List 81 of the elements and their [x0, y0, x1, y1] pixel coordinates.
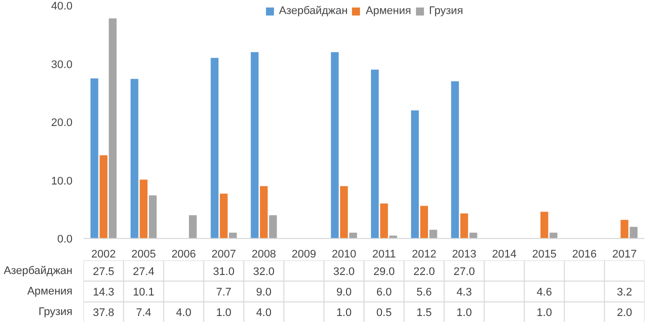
y-tick-label: 40.0: [51, 0, 73, 12]
data-label: 2.0: [616, 307, 632, 320]
bar: [188, 215, 197, 238]
bar: [540, 212, 548, 238]
bar: [460, 213, 468, 238]
bar: [269, 215, 277, 238]
bar: [260, 186, 268, 238]
data-label: 1.0: [456, 307, 472, 320]
data-label: 7.7: [216, 286, 232, 298]
bar: [330, 52, 339, 238]
bar: [220, 194, 228, 238]
data-label: 27.5: [92, 266, 114, 278]
text: Грузия: [38, 306, 73, 318]
x-tick-label: 2002: [91, 248, 116, 260]
data-label: 22.0: [413, 266, 435, 278]
text: Армения: [27, 286, 72, 298]
bar: [349, 232, 358, 238]
bar: [130, 78, 138, 238]
data-label: 0.5: [376, 307, 392, 320]
bar: [100, 155, 108, 238]
bar: [148, 195, 157, 238]
data-label: 3.2: [616, 286, 632, 298]
data-label: 10.1: [132, 286, 154, 298]
data-label: 29.0: [373, 266, 395, 278]
bar: [420, 206, 428, 238]
x-tick-label: 2007: [212, 248, 236, 260]
data-label: 5.6: [416, 286, 432, 298]
x-tick-label: 2012: [412, 248, 436, 260]
x-tick-label: 2010: [332, 248, 356, 260]
data-label: 32.0: [333, 266, 355, 278]
data-label: 27.0: [453, 266, 475, 278]
data-label: 7.4: [136, 307, 152, 320]
x-tick-label: 2011: [372, 248, 396, 260]
bar: [550, 232, 558, 238]
x-tick-label: 2017: [612, 248, 637, 260]
bar: [370, 70, 379, 238]
bar: [210, 58, 218, 238]
y-tick-label: 0.0: [57, 234, 73, 246]
data-label: 4.0: [256, 307, 272, 320]
data-label: 31.0: [213, 266, 234, 278]
bar: [411, 110, 419, 238]
data-label: 9.0: [256, 286, 272, 298]
data-label: 1.0: [336, 307, 352, 320]
data-label: 6.0: [376, 286, 392, 298]
bar: [229, 232, 237, 238]
bar: [469, 232, 478, 238]
data-label: 4.6: [536, 286, 552, 298]
data-label: 32.0: [253, 266, 275, 278]
bar: [380, 204, 388, 238]
data-label: 1.0: [536, 307, 552, 320]
y-tick-label: 20.0: [51, 117, 73, 129]
x-tick-label: 2008: [252, 248, 276, 260]
x-tick-label: 2013: [452, 248, 476, 260]
bar: [451, 81, 459, 238]
x-tick-label: 2016: [572, 248, 597, 260]
x-tick-label: 2009: [292, 248, 316, 260]
data-label: 4.0: [176, 307, 192, 320]
bar: [250, 52, 259, 238]
bar: [630, 226, 638, 238]
y-tick-label: 30.0: [51, 58, 73, 71]
y-tick-label: 10.0: [51, 175, 73, 188]
x-tick-label: 2014: [492, 248, 516, 260]
x-tick-label: 2006: [171, 248, 196, 260]
legend-label: Армения: [366, 5, 412, 17]
data-label: 4.3: [456, 286, 472, 298]
data-label: 14.3: [92, 286, 114, 298]
data-label: 9.0: [336, 286, 352, 298]
bar: [620, 220, 628, 238]
bar: [340, 186, 348, 238]
legend-label: Грузия: [429, 5, 464, 17]
x-tick-label: 2015: [532, 248, 557, 260]
data-label: 1.0: [216, 307, 232, 320]
legend-label: Азербайджан: [278, 5, 348, 17]
bar: [140, 180, 148, 238]
bar: [90, 78, 98, 238]
x-tick-label: 2005: [131, 248, 156, 260]
text: Азербайджан: [4, 264, 73, 277]
bar: [108, 18, 117, 238]
data-label: 37.8: [92, 307, 114, 320]
data-label: 1.5: [416, 307, 432, 320]
data-label: 27.4: [132, 266, 154, 278]
